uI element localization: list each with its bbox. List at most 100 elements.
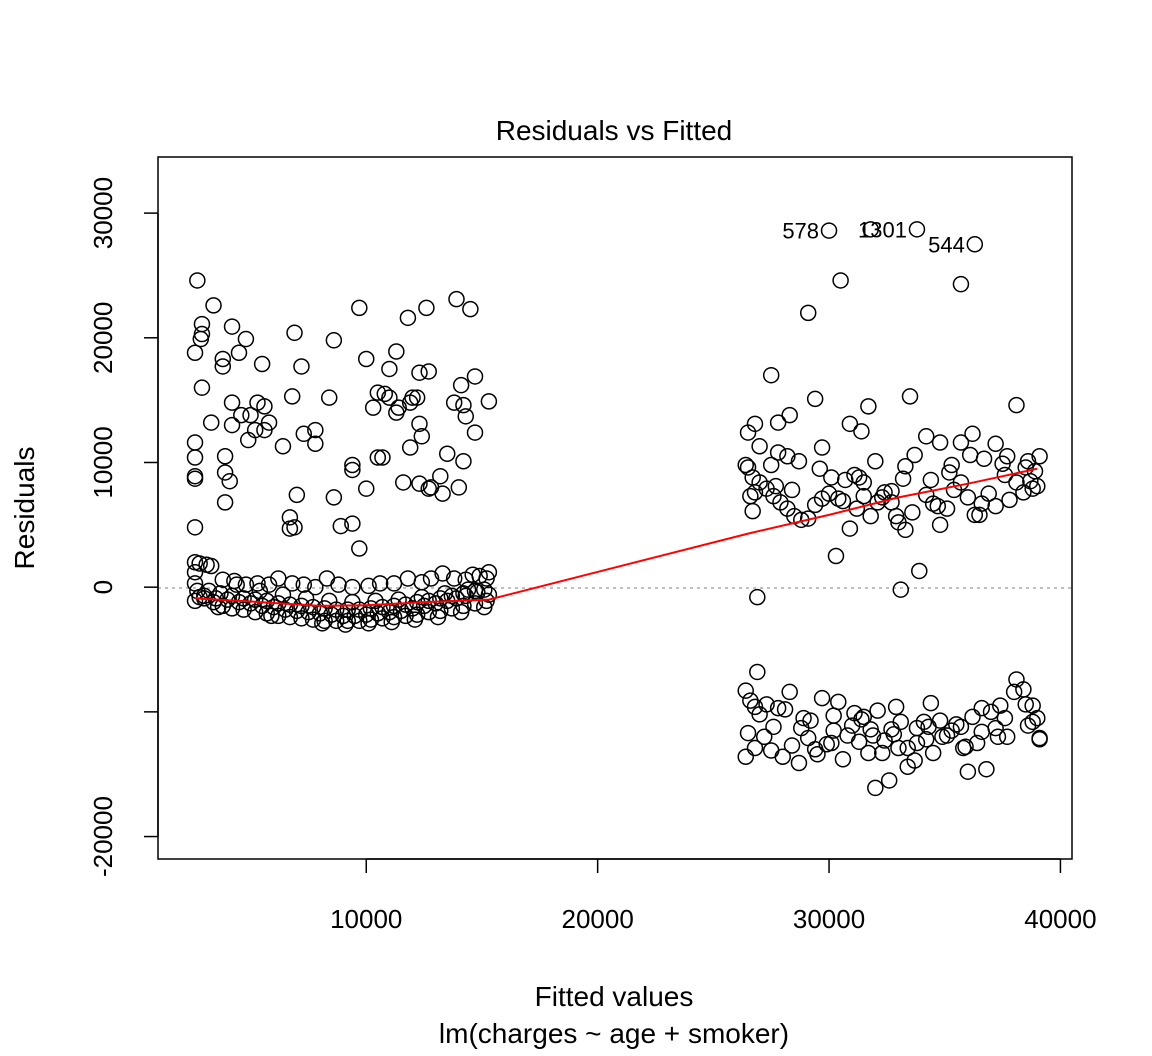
data-point <box>1015 681 1032 698</box>
y-tick-label: 20000 <box>88 302 118 374</box>
data-point <box>235 590 252 607</box>
data-point <box>251 582 269 600</box>
data-point <box>959 489 977 506</box>
data-point <box>746 739 764 757</box>
data-point <box>432 590 449 607</box>
data-point <box>399 570 417 587</box>
x-tick-label: 10000 <box>330 904 402 934</box>
smooth-line-layer <box>194 467 1038 607</box>
data-point <box>952 718 970 736</box>
data-point <box>256 421 273 439</box>
data-point <box>216 464 234 481</box>
data-point <box>1005 683 1023 701</box>
data-point <box>906 752 923 769</box>
data-point <box>813 439 831 456</box>
data-point <box>892 713 910 731</box>
data-point <box>739 724 757 742</box>
data-point <box>924 744 942 762</box>
data-point <box>806 741 824 758</box>
data-point <box>274 586 292 603</box>
data-point <box>931 516 949 534</box>
data-point <box>806 390 824 408</box>
data-point <box>408 389 426 406</box>
data-point <box>769 699 787 717</box>
data-point <box>862 221 879 238</box>
data-point <box>413 573 431 591</box>
data-point <box>853 711 870 728</box>
data-point <box>325 332 343 349</box>
data-point <box>894 470 912 487</box>
data-point <box>737 456 754 474</box>
data-point <box>186 434 204 451</box>
data-point <box>1031 729 1048 747</box>
data-point <box>1017 459 1034 476</box>
data-point <box>351 540 368 557</box>
data-point <box>920 718 937 736</box>
data-point <box>198 556 215 573</box>
plot-frame <box>157 156 1073 860</box>
data-point <box>1031 448 1048 465</box>
data-point <box>751 438 768 455</box>
data-point <box>860 398 877 415</box>
data-point <box>253 355 271 373</box>
y-axis-label: Residuals <box>9 447 40 570</box>
data-point <box>941 464 958 481</box>
data-point <box>237 330 255 348</box>
data-point <box>249 575 266 592</box>
data-point <box>832 272 849 289</box>
data-point <box>987 719 1004 737</box>
data-point <box>325 489 343 506</box>
data-point <box>233 406 250 424</box>
data-point <box>358 480 375 497</box>
data-point <box>374 449 391 466</box>
data-point <box>320 389 338 406</box>
data-point <box>901 388 919 405</box>
y-tick-label: 30000 <box>88 177 118 249</box>
data-point <box>186 519 204 536</box>
data-point <box>860 744 877 762</box>
data-point <box>996 709 1014 727</box>
data-point <box>283 388 301 405</box>
data-point <box>917 428 935 445</box>
data-point <box>344 578 361 596</box>
data-point <box>388 343 405 360</box>
y-tick-label: 10000 <box>88 426 118 498</box>
data-point <box>480 393 498 410</box>
data-point <box>783 737 801 754</box>
data-point <box>843 717 861 734</box>
data-point <box>381 389 398 406</box>
data-point <box>411 475 428 492</box>
chart-subtitle: lm(charges ~ age + smoker) <box>439 1018 789 1049</box>
data-point <box>420 363 437 380</box>
data-point <box>445 394 463 411</box>
data-point <box>432 467 449 485</box>
data-point <box>418 299 435 317</box>
data-point <box>455 396 472 414</box>
data-point <box>476 581 493 598</box>
x-tick-label: 40000 <box>1024 904 1096 934</box>
data-point <box>1008 396 1025 414</box>
data-point <box>855 487 872 505</box>
data-point <box>288 486 306 504</box>
data-point <box>411 364 428 381</box>
data-point <box>450 479 468 496</box>
data-point <box>369 384 387 401</box>
data-point <box>1019 717 1037 734</box>
data-point <box>830 693 847 711</box>
data-point <box>462 300 479 318</box>
data-point <box>737 682 754 699</box>
data-point <box>274 438 292 455</box>
data-point <box>989 728 1007 746</box>
data-point <box>344 461 361 479</box>
data-point <box>332 517 350 535</box>
data-point <box>221 472 238 490</box>
data-point <box>1024 480 1041 497</box>
data-point <box>929 497 947 515</box>
chart-title: Residuals vs Fitted <box>496 115 733 146</box>
smooth-line <box>194 467 1038 607</box>
data-point <box>455 452 472 470</box>
data-point <box>223 394 241 411</box>
data-point <box>371 575 389 592</box>
data-point <box>904 504 921 521</box>
data-point <box>883 721 900 738</box>
